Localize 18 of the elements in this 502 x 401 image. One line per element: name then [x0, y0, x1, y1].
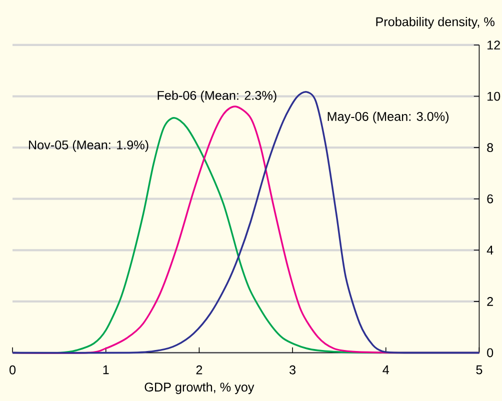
x-tick-label: 3 [290, 365, 296, 374]
y-tick-label: 2 [487, 297, 493, 306]
y-tick-label: 12 [488, 40, 500, 50]
x-axis-title: GDP growth, % yoy [144, 382, 254, 394]
y-tick-label: 8 [487, 143, 494, 152]
series-label: Nov-05 (Mean: 1.9%) [29, 140, 148, 152]
x-tick-label: 4 [382, 365, 390, 374]
y-axis-title: Probability density, % [376, 16, 494, 29]
y-tick-label: 0 [487, 348, 494, 358]
x-tick-label: 5 [476, 365, 482, 374]
x-tick-label: 0 [10, 365, 16, 374]
x-tick-label: 2 [196, 365, 202, 374]
series-label: May-06 (Mean: 3.0%) [328, 112, 448, 124]
series-label: Feb-06 (Mean: 2.3%) [158, 90, 276, 102]
x-tick-label: 1 [103, 365, 109, 374]
y-tick-label: 4 [486, 246, 494, 254]
y-tick-label: 10 [488, 92, 500, 101]
y-tick-label: 6 [487, 194, 494, 204]
